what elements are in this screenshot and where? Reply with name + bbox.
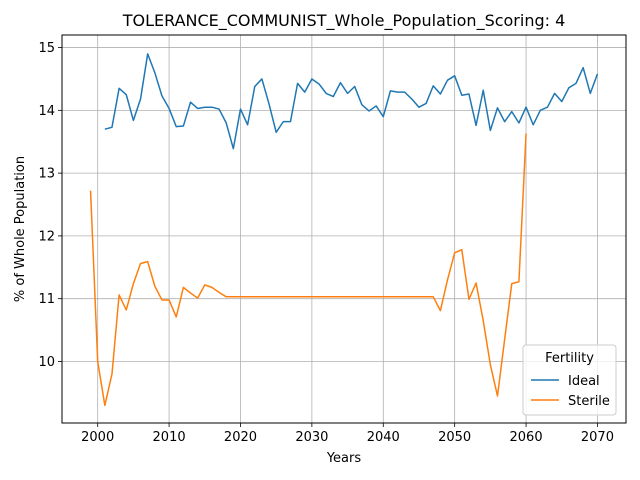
- y-tick-label: 14: [38, 104, 55, 119]
- x-axis-label: Years: [326, 451, 362, 466]
- x-tick-label: 2030: [295, 430, 328, 445]
- legend-title: Fertility: [545, 351, 594, 366]
- legend-box: [522, 344, 617, 416]
- legend: Fertility Ideal Sterile: [522, 344, 617, 416]
- x-tick-label: 2010: [153, 430, 186, 445]
- y-axis-label: % of Whole Population: [13, 156, 28, 302]
- legend-label: Sterile: [568, 394, 610, 409]
- x-tick-label: 2020: [224, 430, 257, 445]
- grid: [62, 35, 626, 423]
- series-lines: [89, 53, 599, 407]
- x-tick-label: 2070: [581, 430, 614, 445]
- y-tick-label: 12: [38, 229, 55, 244]
- y-tick-label: 15: [38, 41, 55, 56]
- series-line-sterile: [89, 133, 527, 407]
- x-tick-label: 2050: [438, 430, 471, 445]
- legend-items: Ideal Sterile: [531, 374, 610, 409]
- chart-title: TOLERANCE_COMMUNIST_Whole_Population_Sco…: [122, 11, 566, 31]
- y-tick-label: 13: [38, 167, 55, 182]
- legend-label: Ideal: [568, 374, 600, 389]
- x-tick-label: 2040: [367, 430, 400, 445]
- axis-ticks: 2000 2010 2020 2030 2040 2050 2060 2070 10 11 12 13…: [38, 41, 614, 445]
- y-tick-label: 10: [38, 355, 55, 370]
- x-tick-label: 2000: [81, 430, 114, 445]
- plot-frame: [61, 34, 627, 424]
- y-tick-label: 11: [38, 292, 55, 307]
- series-line-ideal: [104, 53, 599, 150]
- x-tick-label: 2060: [510, 430, 543, 445]
